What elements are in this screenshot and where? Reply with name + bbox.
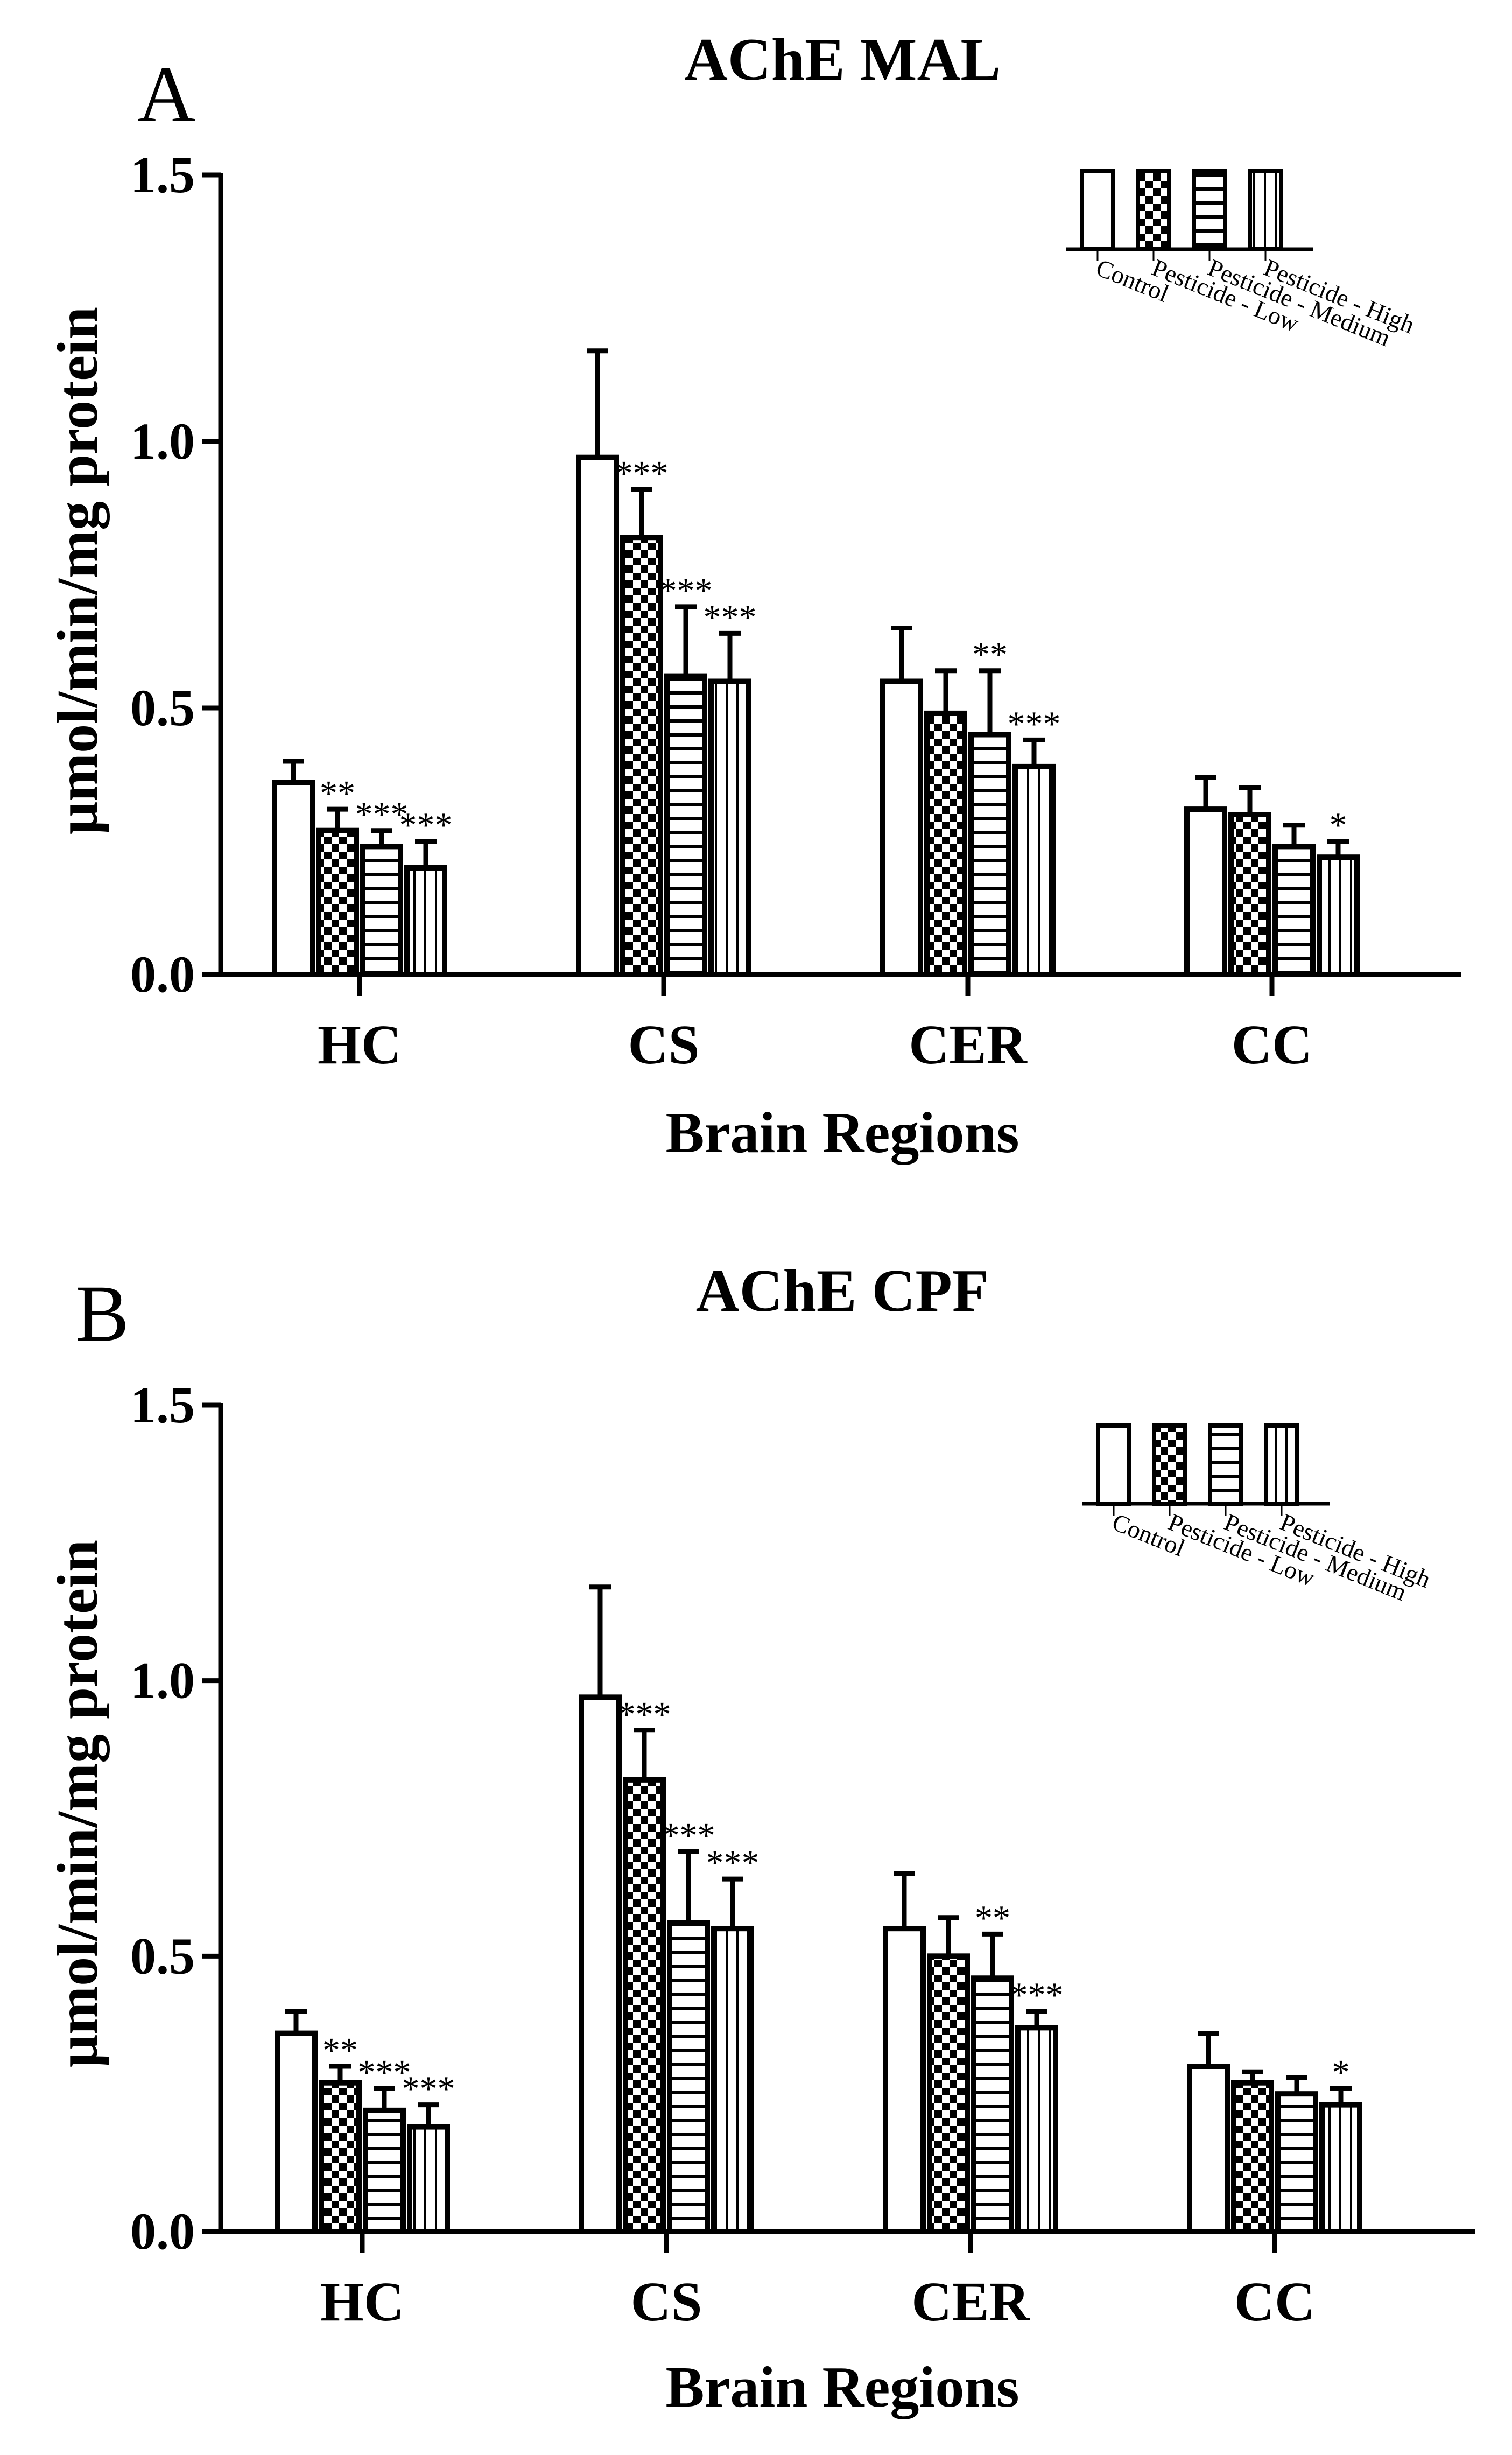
significance-label: *** bbox=[1008, 704, 1061, 743]
bar bbox=[360, 844, 403, 978]
bar bbox=[971, 1975, 1014, 2234]
significance-label: *** bbox=[706, 1843, 759, 1883]
category-label: CER bbox=[909, 1014, 1028, 1076]
y-tick-label: 0.5 bbox=[130, 679, 195, 736]
bar bbox=[968, 732, 1011, 977]
bar bbox=[880, 678, 923, 977]
significance-label: *** bbox=[1010, 1976, 1064, 2015]
x-axis-label-b: Brain Regions bbox=[665, 2355, 1019, 2419]
category-label: HC bbox=[318, 1014, 402, 1076]
y-tick-label: 0.0 bbox=[130, 945, 195, 1003]
bar bbox=[363, 2107, 406, 2235]
bar bbox=[883, 1926, 926, 2235]
category-label: CC bbox=[1232, 1014, 1312, 1076]
bar bbox=[1228, 812, 1271, 977]
bar bbox=[667, 1920, 710, 2234]
bar bbox=[576, 454, 619, 977]
bar bbox=[1275, 2091, 1318, 2235]
bar bbox=[620, 535, 663, 977]
chart-title-b: AChE CPF bbox=[696, 1258, 989, 1324]
y-tick-label: 1.5 bbox=[130, 1376, 195, 1434]
plot-area-a: 0.00.51.01.5HC********CS*********CER****… bbox=[130, 146, 1461, 1076]
significance-label: *** bbox=[618, 1695, 671, 1734]
bar bbox=[272, 780, 315, 977]
legend-swatch bbox=[1208, 1423, 1243, 1506]
significance-label: *** bbox=[355, 795, 409, 834]
significance-label: * bbox=[1332, 2053, 1350, 2092]
significance-label: *** bbox=[402, 2070, 455, 2109]
bar bbox=[1272, 844, 1316, 978]
bar bbox=[1015, 2025, 1058, 2235]
significance-label: *** bbox=[659, 571, 713, 611]
bar bbox=[275, 2030, 318, 2235]
significance-label: ** bbox=[972, 635, 1008, 675]
category-label: CS bbox=[631, 2271, 702, 2333]
y-tick-label: 1.0 bbox=[130, 1652, 195, 1709]
legend-swatch bbox=[1096, 1423, 1131, 1506]
bar bbox=[1231, 2080, 1274, 2234]
significance-label: ** bbox=[975, 1898, 1010, 1938]
bar bbox=[708, 678, 751, 977]
significance-label: *** bbox=[615, 454, 669, 493]
category-label: CC bbox=[1234, 2271, 1315, 2333]
panel-a: A AChE MAL μmol/min/mg protein Brain Reg… bbox=[46, 26, 1461, 1165]
legend-swatch bbox=[1136, 169, 1171, 251]
legend-swatch bbox=[1080, 169, 1115, 251]
bar bbox=[664, 673, 707, 977]
significance-label: ** bbox=[320, 774, 355, 813]
category-label: HC bbox=[320, 2271, 404, 2333]
significance-label: ** bbox=[322, 2031, 358, 2070]
x-axis-label-a: Brain Regions bbox=[665, 1101, 1019, 1165]
panel-letter-b: B bbox=[75, 1269, 129, 1358]
category-label: CS bbox=[628, 1014, 700, 1076]
legend-swatch bbox=[1264, 1423, 1299, 1506]
bar bbox=[579, 1694, 622, 2235]
y-tick-label: 0.5 bbox=[130, 1927, 195, 1984]
bar bbox=[711, 1926, 754, 2235]
legend-swatch bbox=[1192, 169, 1227, 251]
y-axis-label-b: μmol/min/mg protein bbox=[46, 1540, 110, 2067]
bar bbox=[924, 710, 967, 978]
bar bbox=[927, 1953, 970, 2234]
significance-label: *** bbox=[662, 1816, 715, 1855]
panel-letter-a: A bbox=[137, 50, 195, 139]
bar bbox=[1187, 2064, 1230, 2234]
significance-label: * bbox=[1330, 806, 1347, 845]
bar bbox=[1184, 806, 1227, 977]
bar bbox=[316, 827, 359, 977]
panel-b: B AChE CPF μmol/min/mg protein Brain Reg… bbox=[46, 1258, 1475, 2419]
legend-swatch bbox=[1152, 1423, 1187, 1506]
y-tick-label: 0.0 bbox=[130, 2203, 195, 2260]
chart-title-a: AChE MAL bbox=[684, 26, 1001, 93]
significance-label: *** bbox=[704, 598, 757, 637]
bar bbox=[407, 2124, 450, 2234]
category-label: CER bbox=[911, 2271, 1030, 2333]
bar bbox=[1319, 2102, 1362, 2234]
significance-label: *** bbox=[399, 806, 453, 845]
bar bbox=[1317, 854, 1360, 977]
y-axis-label-a: μmol/min/mg protein bbox=[46, 307, 110, 834]
y-tick-label: 1.0 bbox=[130, 412, 195, 470]
plot-area-b: 0.00.51.01.5HC********CS*********CER****… bbox=[130, 1376, 1475, 2333]
bar bbox=[1012, 763, 1056, 978]
bar bbox=[319, 2080, 362, 2234]
bar bbox=[623, 1777, 666, 2235]
legend-swatch bbox=[1248, 169, 1283, 251]
significance-label: *** bbox=[358, 2053, 411, 2092]
y-tick-label: 1.5 bbox=[130, 146, 195, 204]
bar bbox=[404, 865, 447, 977]
